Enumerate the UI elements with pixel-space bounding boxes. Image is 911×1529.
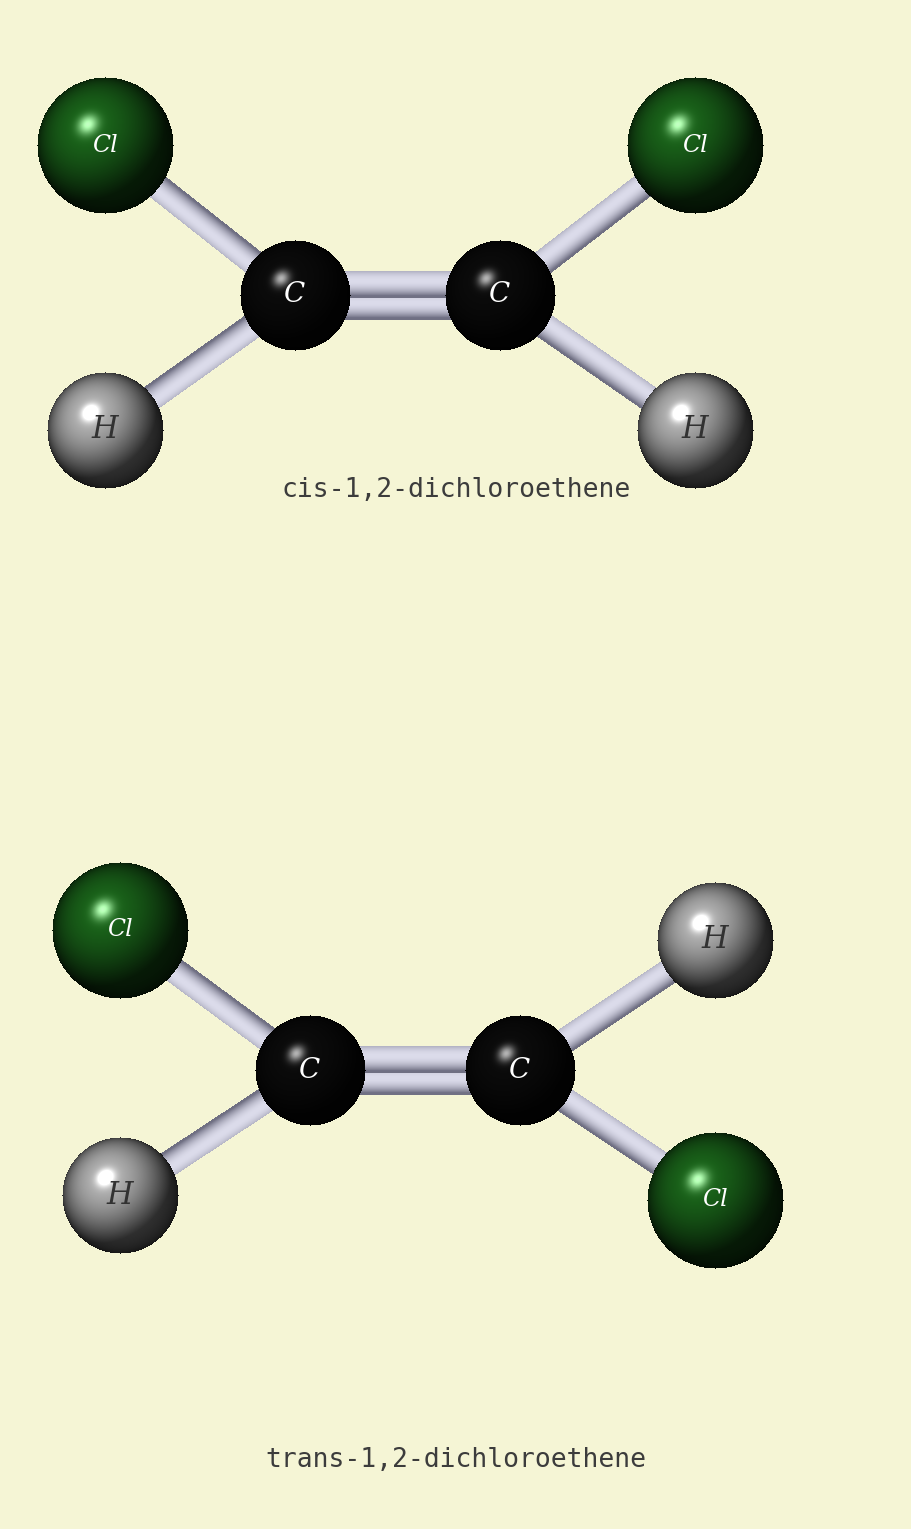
- Text: Cl: Cl: [681, 133, 707, 156]
- Text: H: H: [681, 414, 708, 445]
- Text: H: H: [92, 414, 118, 445]
- Text: H: H: [701, 925, 728, 956]
- Text: Cl: Cl: [92, 133, 118, 156]
- Text: Cl: Cl: [701, 1188, 727, 1211]
- Text: cis-1,2-dichloroethene: cis-1,2-dichloroethene: [281, 477, 630, 503]
- Text: C: C: [284, 281, 305, 309]
- Text: C: C: [489, 281, 510, 309]
- Text: C: C: [299, 1057, 321, 1084]
- Text: C: C: [509, 1057, 530, 1084]
- Text: trans-1,2-dichloroethene: trans-1,2-dichloroethene: [265, 1446, 646, 1472]
- Text: Cl: Cl: [107, 919, 133, 942]
- Text: H: H: [107, 1179, 133, 1211]
